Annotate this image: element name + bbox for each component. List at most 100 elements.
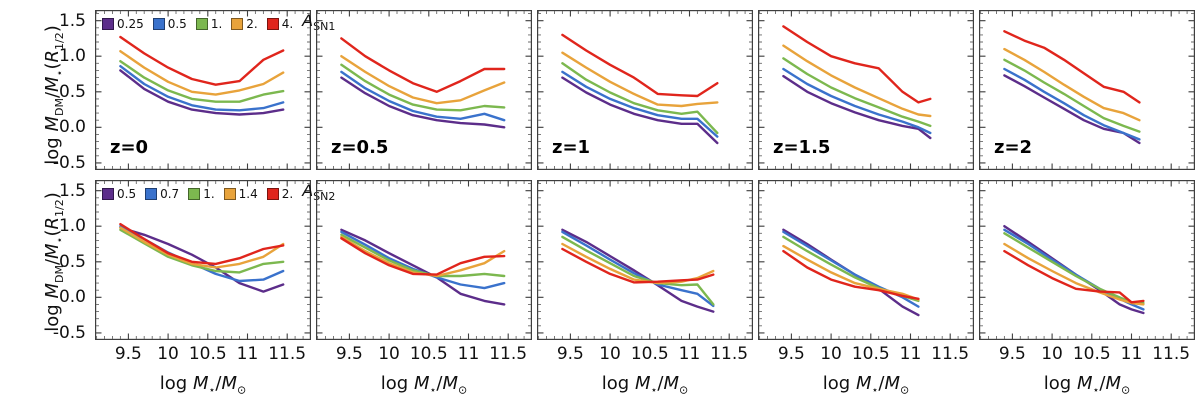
x-axis-title: log M⋆/M⊙: [380, 373, 468, 397]
series-line-green: [1003, 58, 1141, 133]
legend-item: 1.: [188, 187, 215, 201]
series-line-red: [1003, 30, 1141, 104]
x-tick-label: 10.5: [851, 344, 890, 364]
legend-label: 0.7: [160, 187, 180, 202]
series-line-green: [340, 63, 506, 112]
legend-item: 1.4: [223, 187, 258, 202]
legend-swatch-orange: [231, 18, 244, 31]
legend-swatch-purple: [102, 18, 114, 31]
panel-plot: [979, 10, 1195, 170]
legend-swatch-blue: [145, 188, 158, 201]
series-line-green: [561, 62, 719, 135]
legend-asn1: 0.25 0.5 1. 2. 4. ASN1: [102, 13, 335, 34]
legend-label: 0.5: [167, 17, 187, 32]
legend-item: 0.25: [102, 17, 144, 31]
series-line-orange: [1003, 47, 1141, 122]
legend-item: 4.: [266, 17, 294, 32]
legend-swatch-green: [188, 188, 201, 201]
y-tick-label: 1.0: [58, 46, 86, 67]
x-tick-label: 9.5: [998, 344, 1026, 364]
series-line-purple: [561, 76, 719, 145]
series-line-purple: [340, 76, 506, 129]
x-tick-label: 11: [899, 344, 922, 364]
series-line-purple: [782, 74, 932, 140]
panel-plot: [758, 10, 974, 170]
legend-item: 2.: [266, 187, 294, 202]
x-axis-title: log M⋆/M⊙: [601, 373, 689, 397]
series-line-red: [119, 35, 285, 86]
y-tick-label: 0.0: [58, 287, 86, 308]
x-tick-label: 9.5: [777, 344, 805, 364]
x-tick-label: 11: [1120, 344, 1143, 364]
y-tick-label: 0.5: [58, 251, 86, 272]
legend-label: 2.: [246, 17, 258, 32]
legend-swatch-blue: [152, 18, 165, 31]
x-tick-label: 11.5: [1152, 344, 1191, 364]
series-line-purple: [561, 228, 715, 313]
panel-row2-col1: 0.5 0.7 1. 1.4 2. ASN2: [95, 180, 335, 340]
legend-swatch-orange: [223, 188, 236, 201]
x-tick-label: 10: [378, 344, 400, 364]
series-line-blue: [561, 70, 719, 138]
panel-plot: [537, 180, 753, 340]
series-line-red: [340, 237, 506, 276]
legend-label: 4.: [281, 17, 294, 32]
panel-row1-col4: z=1.5: [758, 10, 974, 170]
series-line-red: [782, 249, 920, 301]
legend-label: 0.25: [117, 17, 144, 32]
panel-row1-col1: 0.25 0.5 1. 2. 4. ASN1 z=0: [95, 10, 335, 170]
x-tick-label: 9.5: [556, 344, 584, 364]
x-tick-label: 11.5: [268, 344, 307, 364]
legend-item: 0.7: [145, 187, 179, 201]
x-tick-label: 11: [236, 344, 259, 364]
panel-plot: [316, 180, 532, 340]
panel-row1-col5: z=2: [979, 10, 1195, 170]
series-line-green: [782, 235, 920, 303]
series-line-orange: [1003, 242, 1145, 306]
series-line-orange: [782, 244, 920, 301]
redshift-label: z=1: [552, 137, 591, 158]
panel-plot: [537, 10, 753, 170]
series-line-orange: [340, 55, 506, 105]
legend-item: 2.: [231, 17, 258, 32]
x-axis-title: log M⋆/M⊙: [159, 373, 247, 397]
legend-title: ASN2: [302, 181, 336, 204]
y-tick-label: 0.5: [58, 81, 86, 102]
redshift-label: z=1.5: [773, 137, 831, 158]
panel-plot: [95, 10, 311, 170]
series-line-blue: [782, 230, 920, 308]
x-tick-label: 9.5: [114, 344, 142, 364]
legend-item: 1.: [195, 17, 223, 32]
series-line-purple: [119, 69, 285, 116]
panel-row1-col3: z=1: [537, 10, 753, 170]
series-line-blue: [561, 230, 715, 308]
x-tick-label: 11: [457, 344, 480, 364]
legend-swatch-red: [266, 188, 279, 201]
legend-swatch-red: [266, 18, 279, 31]
panel-row2-col2: [316, 180, 532, 340]
series-line-green: [561, 235, 715, 306]
legend-label: 1.: [210, 17, 223, 32]
legend-swatch-purple: [102, 188, 114, 201]
legend-asn2: 0.5 0.7 1. 1.4 2. ASN2: [102, 183, 335, 204]
x-tick-label: 10: [157, 344, 179, 364]
y-tick-label: 0.0: [58, 117, 86, 138]
legend-label: 0.5: [117, 187, 137, 202]
x-tick-label: 9.5: [335, 344, 363, 364]
panel-plot: [316, 10, 532, 170]
legend-label: 2.: [281, 187, 294, 202]
x-axis-title: log M⋆/M⊙: [1043, 373, 1131, 397]
x-tick-label: 10: [1041, 344, 1063, 364]
y-tick-label: 1.5: [58, 10, 86, 31]
series-line-orange: [782, 44, 932, 118]
panel-plot: [95, 180, 311, 340]
panel-plot: [758, 180, 974, 340]
series-line-orange: [561, 51, 719, 108]
legend-label: 1.4: [238, 187, 258, 202]
panel-row2-col5: [979, 180, 1195, 340]
series-line-green: [119, 228, 285, 274]
x-tick-label: 11: [678, 344, 701, 364]
legend-item: 0.5: [102, 187, 136, 201]
series-line-orange: [119, 226, 285, 269]
